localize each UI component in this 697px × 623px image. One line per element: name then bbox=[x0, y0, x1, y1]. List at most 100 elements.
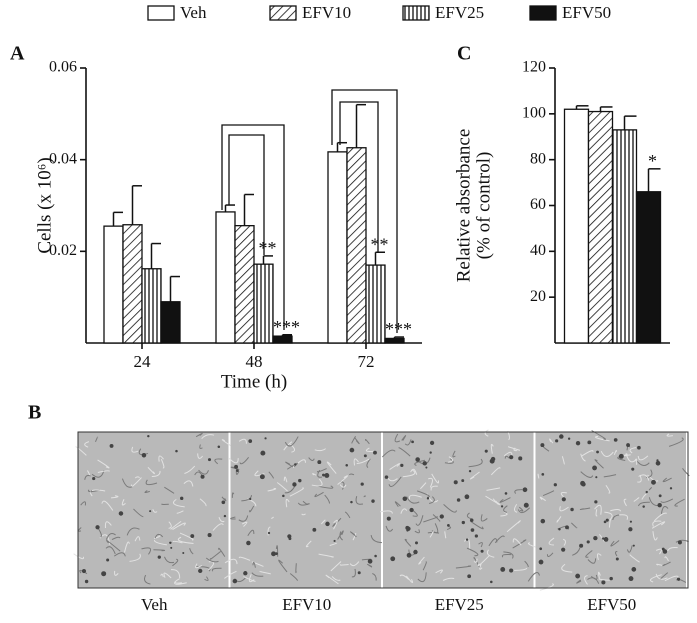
legend-label: EFV50 bbox=[562, 3, 611, 22]
cell-dot bbox=[440, 514, 444, 518]
cell-dot bbox=[518, 456, 522, 460]
cell-dot bbox=[500, 567, 505, 572]
cell-dot bbox=[222, 500, 226, 504]
cell-dot bbox=[92, 477, 95, 480]
cell-dot bbox=[651, 480, 656, 485]
cell-dot bbox=[469, 470, 471, 472]
cell-dot bbox=[387, 517, 391, 521]
cell-dot bbox=[85, 580, 88, 583]
cell-dot bbox=[609, 577, 612, 580]
cell-dot bbox=[678, 540, 682, 544]
cell-dot bbox=[350, 501, 352, 503]
image-label: Veh bbox=[141, 595, 168, 614]
cell-dot bbox=[642, 505, 644, 507]
cell-dot bbox=[407, 553, 412, 558]
cell-dot bbox=[430, 441, 434, 445]
cell-dot bbox=[218, 445, 221, 448]
cell-dot bbox=[576, 441, 580, 445]
cell-dot bbox=[423, 461, 427, 465]
cell-dot bbox=[169, 542, 171, 544]
significance-label: * bbox=[648, 151, 657, 171]
cell-dot bbox=[659, 494, 662, 497]
cell-dot bbox=[430, 451, 432, 453]
y-tick-label: 0.06 bbox=[49, 59, 77, 76]
cell-dot bbox=[106, 559, 109, 562]
cell-dot bbox=[465, 494, 470, 499]
cell-dot bbox=[101, 571, 106, 576]
legend-swatch bbox=[530, 6, 556, 20]
cell-dot bbox=[630, 521, 632, 523]
cell-dot bbox=[292, 482, 296, 486]
cell-dot bbox=[509, 455, 513, 459]
cell-dot bbox=[110, 444, 114, 448]
bar bbox=[104, 226, 123, 343]
cell-dot bbox=[334, 540, 336, 542]
cell-dot bbox=[593, 536, 597, 540]
cell-dot bbox=[614, 438, 618, 442]
cell-dot bbox=[243, 571, 247, 575]
bar bbox=[589, 112, 613, 343]
cell-dot bbox=[234, 465, 238, 469]
cell-dot bbox=[523, 487, 528, 492]
bar bbox=[216, 212, 235, 343]
bar bbox=[161, 302, 180, 343]
cell-dot bbox=[403, 497, 408, 502]
cell-dot bbox=[208, 533, 212, 537]
cell-dot bbox=[368, 559, 373, 564]
significance-label: ** bbox=[259, 238, 277, 258]
cell-dot bbox=[454, 480, 458, 484]
cell-dot bbox=[268, 532, 270, 534]
cell-dot bbox=[594, 500, 597, 503]
cell-dot bbox=[425, 467, 427, 469]
cell-dot bbox=[587, 440, 591, 444]
legend-label: EFV25 bbox=[435, 3, 484, 22]
cell-dot bbox=[411, 440, 414, 443]
cell-dot bbox=[400, 464, 403, 467]
cell-dot bbox=[224, 515, 226, 517]
cell-dot bbox=[481, 550, 484, 553]
cell-dot bbox=[565, 525, 569, 529]
error-bar bbox=[625, 116, 637, 130]
error-bar bbox=[171, 277, 181, 302]
legend-swatch bbox=[403, 6, 429, 20]
micrograph-bg bbox=[536, 432, 687, 588]
cell-dot bbox=[385, 475, 389, 479]
significance-label: ** bbox=[371, 234, 389, 254]
cell-dot bbox=[208, 458, 211, 461]
x-axis-label: Time (h) bbox=[221, 371, 287, 392]
cell-dot bbox=[596, 451, 599, 454]
cell-dot bbox=[409, 508, 413, 512]
legend-swatch bbox=[148, 6, 174, 20]
cell-dot bbox=[427, 497, 429, 499]
cell-dot bbox=[294, 463, 296, 465]
cell-dot bbox=[558, 528, 560, 530]
cell-dot bbox=[579, 544, 583, 548]
cell-dot bbox=[312, 528, 316, 532]
cell-dot bbox=[592, 465, 597, 470]
x-tick-label: 24 bbox=[134, 352, 152, 371]
panel-label: A bbox=[10, 43, 25, 65]
cell-dot bbox=[236, 469, 239, 472]
y-axis-label: Cells (x 10⁶) bbox=[34, 157, 55, 253]
cell-dot bbox=[629, 576, 634, 581]
cell-outline bbox=[91, 490, 92, 492]
cell-dot bbox=[677, 578, 680, 581]
cell-dot bbox=[119, 511, 124, 516]
bar bbox=[254, 264, 273, 343]
cell-dot bbox=[282, 495, 285, 498]
cell-dot bbox=[485, 450, 488, 453]
bar bbox=[637, 192, 661, 343]
cell-dot bbox=[595, 476, 597, 478]
cell-dot bbox=[413, 550, 417, 554]
cell-dot bbox=[190, 534, 194, 538]
cell-dot bbox=[149, 510, 151, 512]
cell-dot bbox=[559, 434, 564, 439]
panel-label: C bbox=[457, 43, 471, 65]
cell-dot bbox=[457, 498, 461, 502]
cell-dot bbox=[539, 547, 542, 550]
cell-dot bbox=[616, 558, 619, 561]
cell-dot bbox=[467, 574, 471, 578]
cell-dot bbox=[361, 482, 364, 485]
cell-dot bbox=[158, 556, 161, 559]
